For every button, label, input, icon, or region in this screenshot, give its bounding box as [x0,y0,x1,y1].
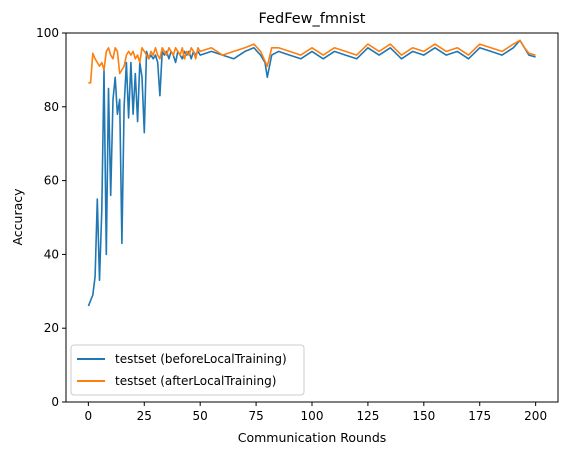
x-tick-label: 75 [248,409,263,423]
x-tick-label: 0 [85,409,93,423]
legend-box [70,344,305,396]
y-tick-label: 80 [44,100,59,114]
y-tick-label: 100 [36,26,59,40]
x-tick-label: 150 [412,409,435,423]
legend-label-after: testset (afterLocalTraining) [115,374,276,388]
x-tick-label: 100 [301,409,324,423]
x-axis-label: Communication Rounds [238,430,387,445]
y-tick-label: 40 [44,247,59,261]
x-tick-label: 175 [468,409,491,423]
legend-label-before: testset (beforeLocalTraining) [115,352,287,366]
legend: testset (beforeLocalTraining) testset (a… [70,344,305,396]
y-axis-ticks: 0 20 40 60 80 100 [36,26,66,409]
x-tick-label: 125 [356,409,379,423]
y-tick-label: 20 [44,321,59,335]
y-axis-label: Accuracy [10,188,25,246]
x-tick-label: 50 [193,409,208,423]
x-tick-label: 200 [524,409,547,423]
x-tick-label: 25 [137,409,152,423]
series-line-0 [87,39,536,307]
y-tick-label: 0 [51,395,59,409]
chart-title: FedFew_fmnist [259,11,366,27]
plot-lines [87,39,536,307]
series-line-1 [88,39,536,84]
x-axis-ticks: 0 25 50 75 100 125 150 175 200 [85,402,547,423]
y-tick-label: 60 [44,174,59,188]
